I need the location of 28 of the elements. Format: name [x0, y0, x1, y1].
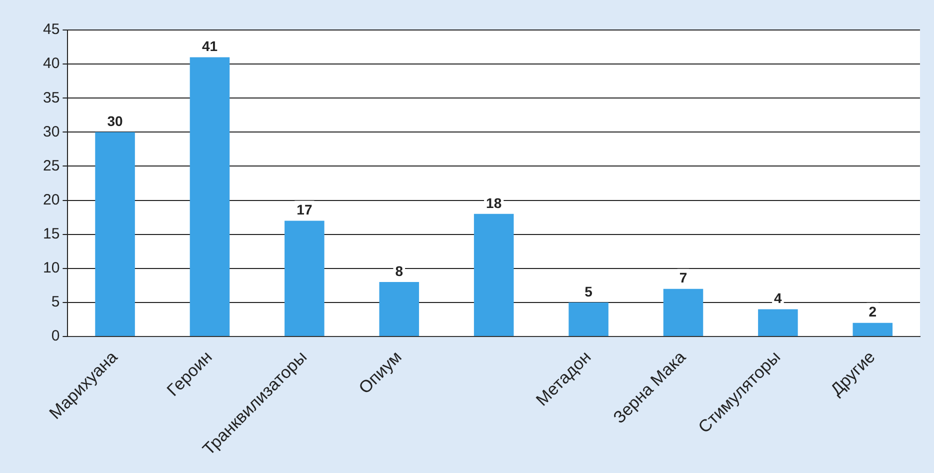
bar [568, 302, 608, 336]
data-label: 5 [584, 283, 593, 300]
y-tick-label: 0 [51, 328, 60, 345]
bar [284, 220, 324, 336]
bar [474, 214, 514, 336]
y-tick-label: 30 [42, 123, 60, 140]
y-tick-label: 10 [42, 260, 60, 277]
bar [190, 57, 230, 336]
y-tick-label: 5 [51, 294, 60, 311]
y-tick-label: 15 [42, 225, 60, 242]
y-tick-label: 35 [42, 89, 60, 106]
data-label: 7 [679, 270, 688, 286]
data-label: 17 [296, 202, 312, 218]
data-label: 41 [202, 38, 218, 54]
bar [663, 288, 704, 336]
bar [758, 309, 798, 336]
y-tick-label: 25 [42, 157, 60, 174]
bar [95, 132, 135, 336]
data-label: 8 [395, 262, 404, 279]
data-label: 18 [486, 194, 502, 211]
y-tick-label: 40 [42, 55, 60, 72]
data-label: 30 [107, 113, 124, 130]
data-label: 2 [868, 304, 877, 320]
data-label: 4 [774, 290, 782, 306]
y-tick-label: 45 [42, 21, 60, 38]
bar [852, 322, 893, 336]
y-tick-label: 20 [42, 191, 60, 208]
bar [379, 282, 420, 336]
